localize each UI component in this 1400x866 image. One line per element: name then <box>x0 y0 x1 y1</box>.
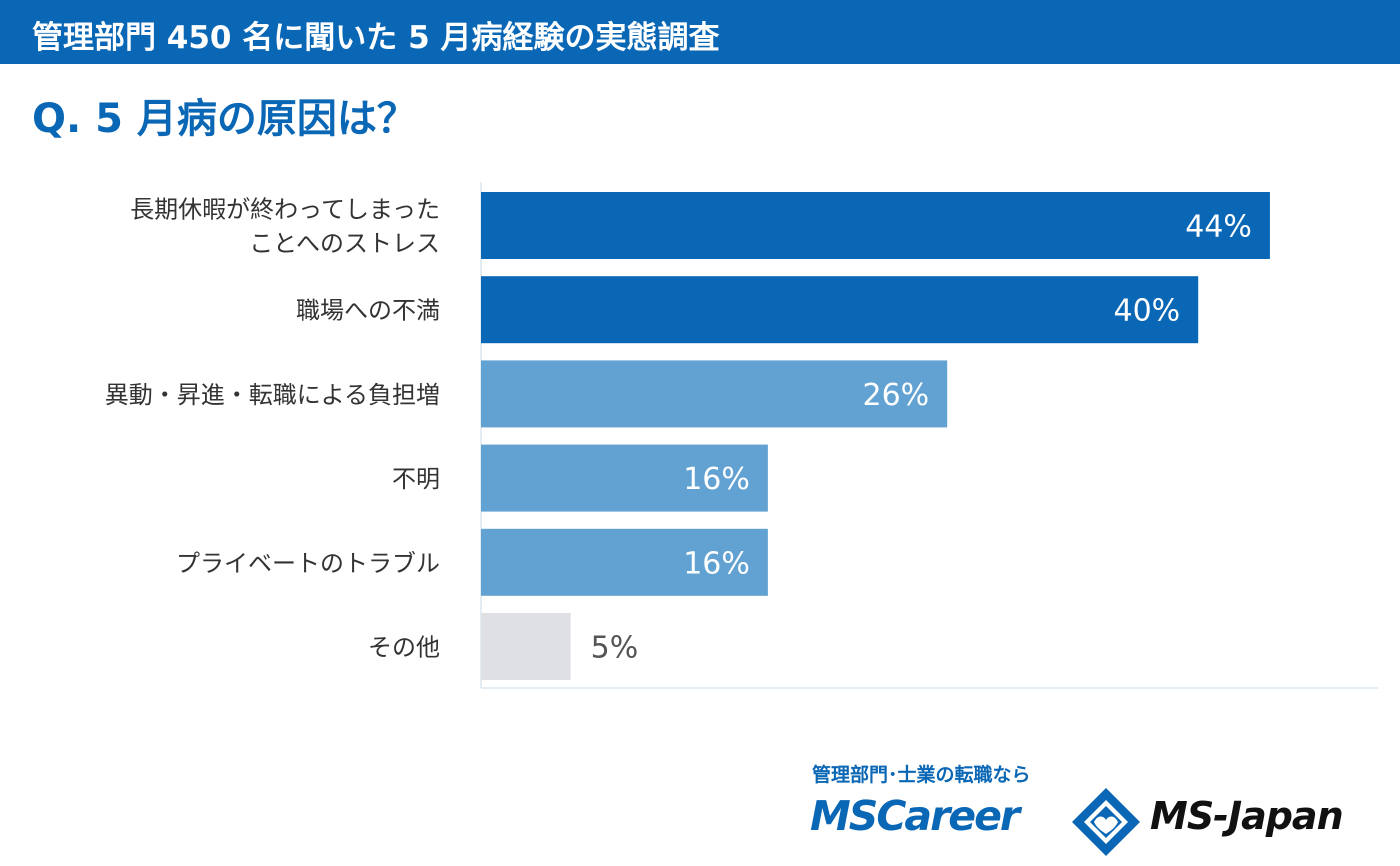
diamond-logo-icon <box>1072 788 1140 856</box>
bar-1 <box>481 192 1270 259</box>
bar-value-label-4: 16% <box>683 462 750 497</box>
bar-2 <box>481 276 1199 344</box>
bar-3 <box>481 360 948 428</box>
header-bar: 管理部門 450 名に聞いた 5 月病経験の実態調査 <box>0 0 1400 64</box>
brand-msjapan: MS-Japan <box>1150 794 1344 838</box>
bar-value-label-2: 40% <box>1114 294 1181 329</box>
bar-value-label-1: 44% <box>1185 210 1252 245</box>
category-label-3: 異動・昇進・転職による負担増 <box>105 381 440 409</box>
bar-5 <box>481 528 768 596</box>
bar-value-label-5: 16% <box>683 546 750 581</box>
bar-4 <box>481 444 768 512</box>
category-label-6: その他 <box>368 634 440 662</box>
bar-6 <box>481 613 571 680</box>
category-label-1-line-2: ことへのストレス <box>249 230 440 258</box>
category-label-1-line-1: 長期休暇が終わってしまった <box>130 196 440 224</box>
question-title: Q. 5 月病の原因は？ <box>32 96 417 142</box>
bar-value-label-3: 26% <box>862 378 929 413</box>
footer-logo: 管理部門･士業の転職なら MSCareer MS-Japan <box>800 748 1390 858</box>
category-label-5: プライベートのトラブル <box>176 549 440 577</box>
brand-mscareer: MSCareer <box>810 792 1020 840</box>
bar-value-label-6: 5% <box>591 631 639 666</box>
header-title: 管理部門 450 名に聞いた 5 月病経験の実態調査 <box>32 20 720 56</box>
category-label-2: 職場への不満 <box>296 297 440 325</box>
footer-tagline: 管理部門･士業の転職なら <box>812 764 1031 786</box>
category-label-4: 不明 <box>392 465 440 493</box>
